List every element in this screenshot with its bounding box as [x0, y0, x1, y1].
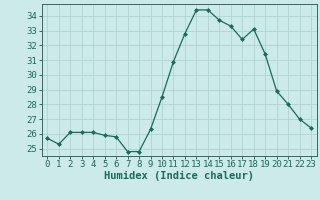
X-axis label: Humidex (Indice chaleur): Humidex (Indice chaleur): [104, 171, 254, 181]
